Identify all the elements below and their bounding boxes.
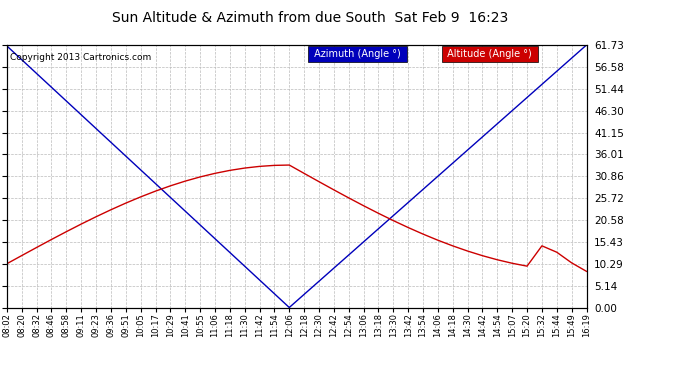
Text: Altitude (Angle °): Altitude (Angle °) bbox=[444, 49, 535, 59]
Text: Sun Altitude & Azimuth from due South  Sat Feb 9  16:23: Sun Altitude & Azimuth from due South Sa… bbox=[112, 11, 509, 25]
Text: Azimuth (Angle °): Azimuth (Angle °) bbox=[311, 49, 404, 59]
Text: Copyright 2013 Cartronics.com: Copyright 2013 Cartronics.com bbox=[10, 53, 151, 62]
